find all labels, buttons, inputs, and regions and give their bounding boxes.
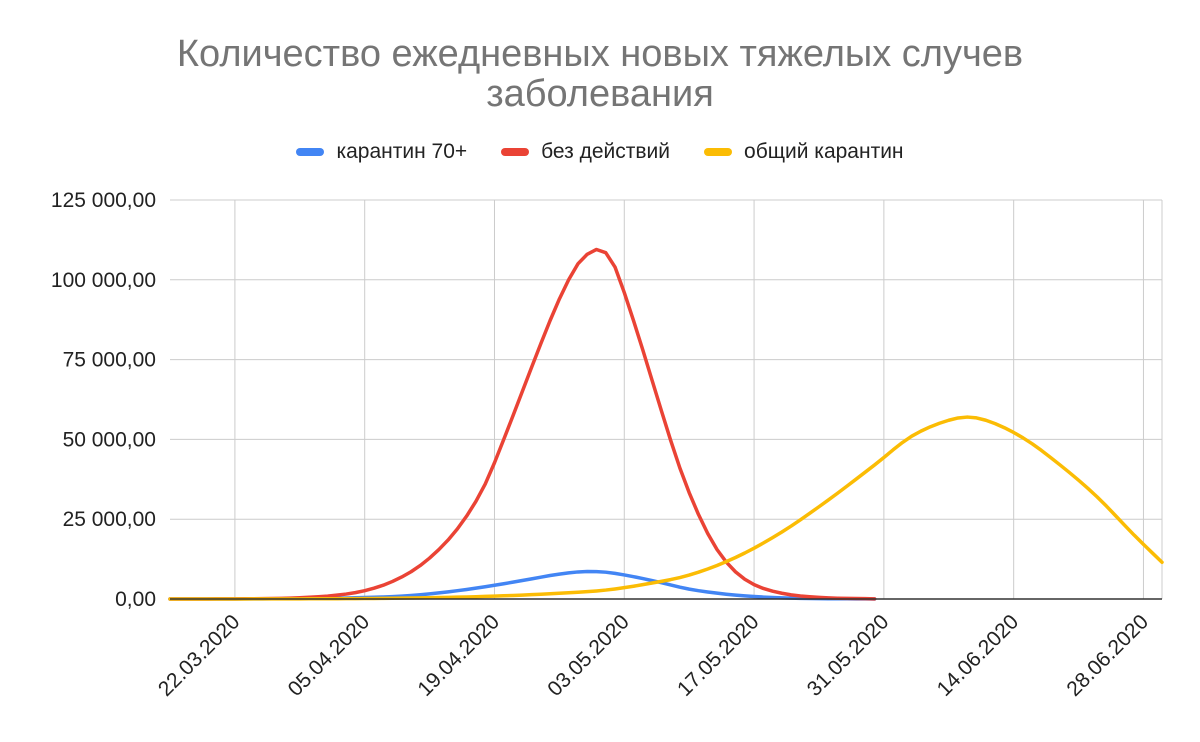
legend-label-series-0: карантин 70+ (336, 140, 468, 163)
y-tick-label: 50 000,00 (63, 428, 156, 451)
chart-title-line-1: Количество ежедневных новых тяжелых случ… (176, 33, 1024, 75)
x-tick-label: 19.04.2020 (413, 610, 504, 701)
x-tick-label: 31.05.2020 (803, 610, 894, 701)
legend-swatch-series-1 (501, 148, 530, 156)
legend-swatch-series-2 (704, 148, 733, 156)
y-tick-label: 75 000,00 (63, 349, 156, 372)
chart-legend: карантин 70+ без действий общий карантин (0, 140, 1200, 164)
x-tick-label: 14.06.2020 (933, 610, 1024, 701)
x-tick-label: 05.04.2020 (284, 610, 375, 701)
chart-gridlines (170, 199, 1163, 599)
legend-label-series-2: общий карантин (744, 140, 904, 163)
y-tick-label: 0,00 (115, 588, 156, 611)
legend-item-series-0[interactable]: карантин 70+ (296, 140, 467, 164)
x-axis: 22.03.2020 05.04.2020 19.04.2020 03.05.2020… (154, 610, 1153, 701)
x-tick-label: 28.06.2020 (1062, 610, 1153, 701)
y-tick-label: 100 000,00 (51, 269, 156, 292)
series-line-1 (168, 247, 877, 601)
y-axis: 0,00 25 000,00 50 000,00 75 000,00 100 000,0… (51, 189, 156, 611)
y-tick-label: 25 000,00 (63, 508, 156, 531)
x-tick-label: 03.05.2020 (543, 610, 634, 701)
legend-label-series-1: без действий (541, 140, 671, 163)
legend-item-series-1[interactable]: без действий (501, 140, 670, 164)
legend-item-series-2[interactable]: общий карантин (704, 140, 904, 164)
chart-title-line-2: заболевания (486, 73, 714, 115)
x-tick-label: 17.05.2020 (673, 610, 764, 701)
y-tick-label: 125 000,00 (51, 189, 156, 212)
legend-swatch-series-0 (296, 148, 325, 156)
x-tick-label: 22.03.2020 (154, 610, 245, 701)
chart-title: Количество ежедневных новых тяжелых случ… (0, 34, 1200, 114)
